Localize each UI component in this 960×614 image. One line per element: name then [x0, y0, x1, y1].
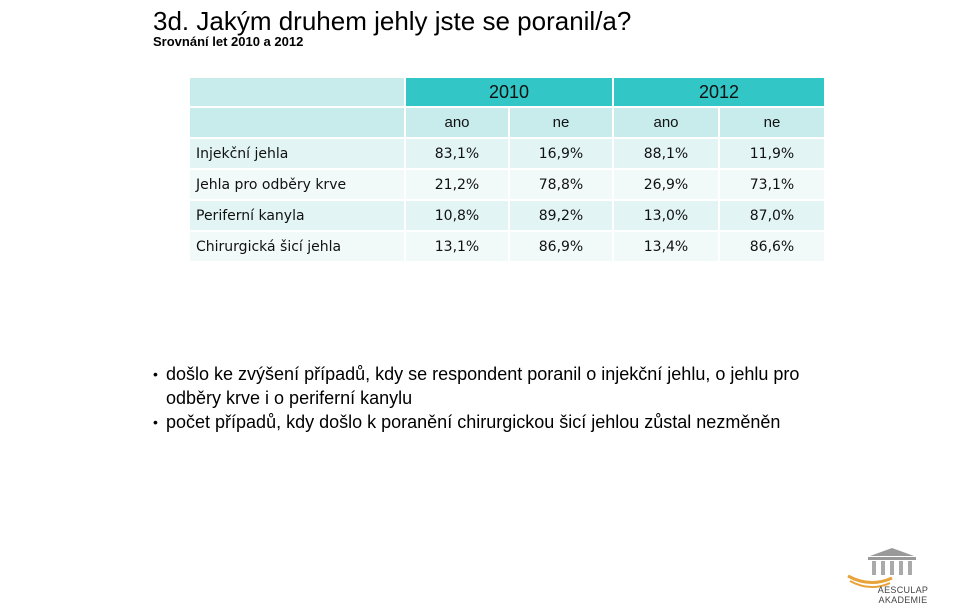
year-header-2010: 2010	[406, 78, 612, 108]
table-year-header-row: 2010 2012	[190, 78, 824, 108]
table-row: Jehla pro odběry krve 21,2% 78,8% 26,9% …	[190, 170, 824, 201]
bullet-icon: •	[153, 414, 158, 430]
cell-value: 86,6%	[720, 232, 824, 263]
conclusion-text: počet případů, kdy došlo k poranění chir…	[166, 412, 781, 432]
cell-value: 86,9%	[510, 232, 612, 263]
table-subheader-blank	[190, 108, 404, 139]
cell-value: 11,9%	[720, 139, 824, 170]
subheader-ne-2010: ne	[510, 108, 612, 139]
conclusion-list: • došlo ke zvýšení případů, kdy se respo…	[153, 362, 843, 434]
conclusion-item: • došlo ke zvýšení případů, kdy se respo…	[153, 362, 843, 410]
aesculap-logo-icon	[847, 548, 916, 588]
cell-value: 13,1%	[406, 232, 508, 263]
cell-value: 78,8%	[510, 170, 612, 201]
table-row: Chirurgická šicí jehla 13,1% 86,9% 13,4%…	[190, 232, 824, 263]
cell-value: 26,9%	[614, 170, 718, 201]
row-label: Chirurgická šicí jehla	[190, 232, 404, 263]
table-subheader-row: ano ne ano ne	[190, 108, 824, 139]
cell-value: 16,9%	[510, 139, 612, 170]
cell-value: 10,8%	[406, 201, 508, 232]
subheader-ne-2012: ne	[720, 108, 824, 139]
table-corner-cell	[190, 78, 404, 108]
bullet-icon: •	[153, 366, 158, 382]
logo-wordmark: AESCULAP AKADEMIE	[863, 585, 943, 605]
cell-value: 13,4%	[614, 232, 718, 263]
conclusion-item: • počet případů, kdy došlo k poranění ch…	[153, 410, 843, 434]
cell-value: 87,0%	[720, 201, 824, 232]
cell-value: 88,1%	[614, 139, 718, 170]
row-label: Injekční jehla	[190, 139, 404, 170]
subheader-ano-2010: ano	[406, 108, 508, 139]
comparison-table: 2010 2012 ano ne ano ne Injekční jehla 8…	[188, 78, 826, 263]
cell-value: 89,2%	[510, 201, 612, 232]
logo-line-2: AKADEMIE	[878, 595, 928, 605]
subheader-ano-2012: ano	[614, 108, 718, 139]
cell-value: 73,1%	[720, 170, 824, 201]
year-header-2012: 2012	[614, 78, 824, 108]
row-label: Jehla pro odběry krve	[190, 170, 404, 201]
cell-value: 21,2%	[406, 170, 508, 201]
table-row: Injekční jehla 83,1% 16,9% 88,1% 11,9%	[190, 139, 824, 170]
cell-value: 13,0%	[614, 201, 718, 232]
page-title: 3d. Jakým druhem jehly jste se poranil/a…	[153, 6, 632, 36]
table-row: Periferní kanyla 10,8% 89,2% 13,0% 87,0%	[190, 201, 824, 232]
row-label: Periferní kanyla	[190, 201, 404, 232]
logo-line-1: AESCULAP	[877, 585, 929, 595]
cell-value: 83,1%	[406, 139, 508, 170]
conclusion-text: došlo ke zvýšení případů, kdy se respond…	[166, 364, 800, 408]
page-subtitle: Srovnání let 2010 a 2012	[153, 34, 304, 49]
